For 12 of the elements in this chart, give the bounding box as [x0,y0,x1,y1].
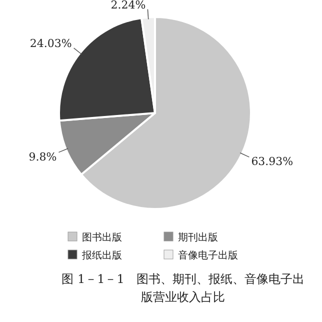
text: 图 1－1－1 图书、期刊、报纸、音像电子出版营业收入占比 [60,271,306,306]
data-label: 24.03% [30,37,72,50]
data-label: 9.8% [28,150,57,164]
legend-label: 音像电子出版 [178,250,238,262]
data-label: 63.93% [251,155,294,168]
legend-label: 图书出版 [82,232,122,244]
pie-slice [80,16,252,210]
pie-slice [58,112,156,176]
legend-label: 期刊出版 [178,232,218,244]
data-label: 2.24% [110,0,146,12]
legend-label: 报纸出版 [81,250,122,262]
pie-slice [140,16,156,114]
